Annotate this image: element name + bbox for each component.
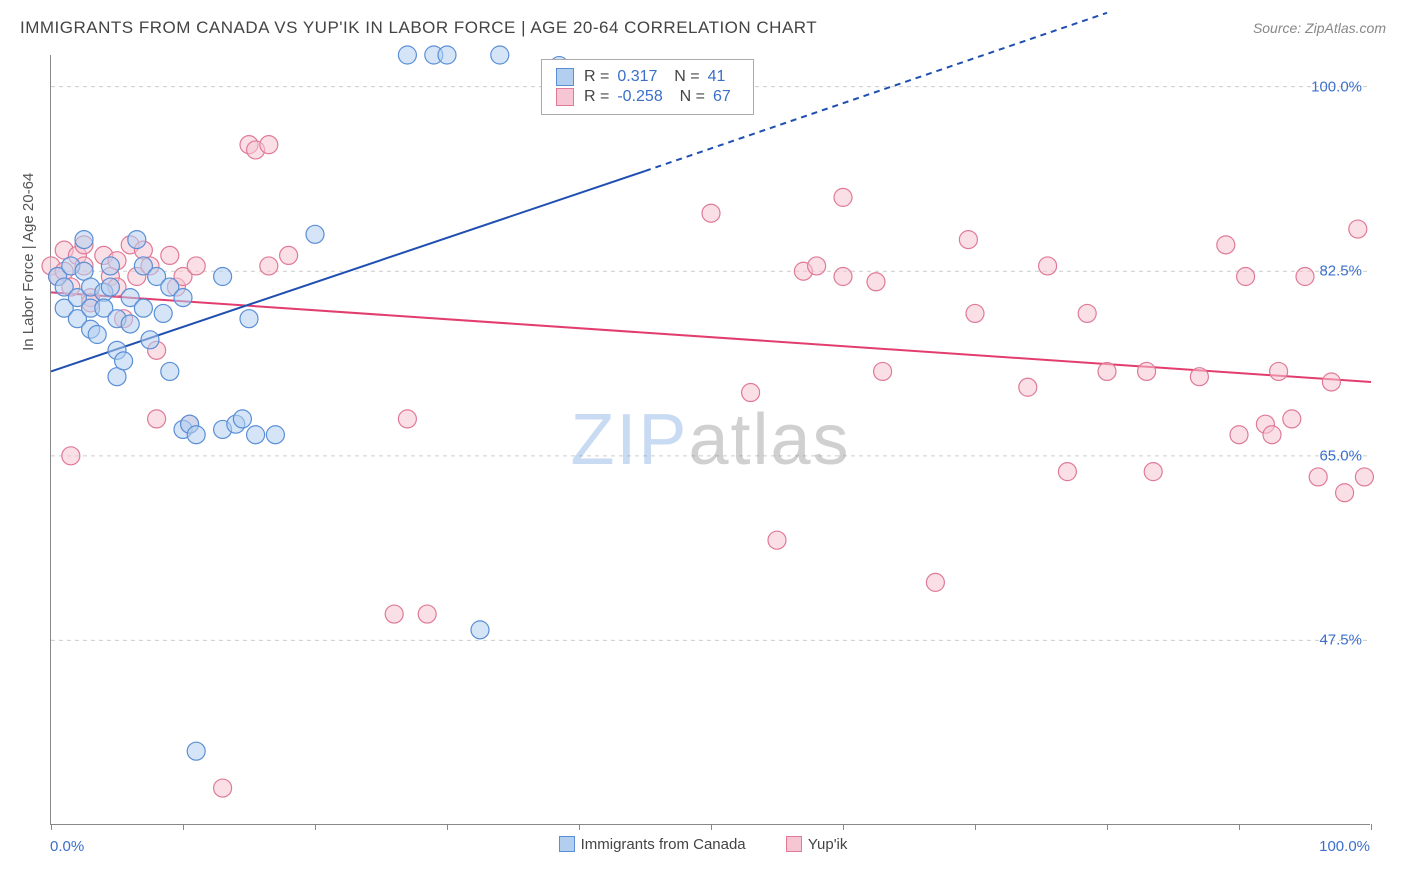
y-tick-label: 100.0% [1311, 78, 1362, 95]
x-tick [1107, 824, 1108, 830]
legend-label-2: Yup'ik [808, 836, 848, 853]
stats-legend-box: R = 0.317 N = 41 R = -0.258 N = 67 [541, 59, 754, 115]
n-value-2: 67 [713, 88, 731, 106]
r-value-2: -0.258 [617, 88, 662, 106]
x-tick [843, 824, 844, 830]
n-value-1: 41 [708, 68, 726, 86]
y-axis-title: In Labor Force | Age 20-64 [20, 173, 37, 351]
x-tick [183, 824, 184, 830]
n-label-1: N = [674, 68, 699, 86]
x-tick [51, 824, 52, 830]
x-tick [711, 824, 712, 830]
legend-bottom: Immigrants from Canada Yup'ik [0, 836, 1406, 853]
x-tick [1239, 824, 1240, 830]
source-label: Source: ZipAtlas.com [1253, 20, 1386, 36]
x-tick [447, 824, 448, 830]
r-label-2: R = [584, 88, 609, 106]
plot-area: R = 0.317 N = 41 R = -0.258 N = 67 ZIPat… [50, 55, 1370, 825]
legend-item-series1: Immigrants from Canada [559, 836, 750, 853]
x-tick [975, 824, 976, 830]
legend-label-1: Immigrants from Canada [581, 836, 746, 853]
swatch-series2 [556, 88, 574, 106]
chart-title: IMMIGRANTS FROM CANADA VS YUP'IK IN LABO… [20, 18, 817, 38]
r-label-1: R = [584, 68, 609, 86]
legend-swatch-2 [786, 836, 802, 852]
swatch-series1 [556, 68, 574, 86]
y-tick-label: 82.5% [1319, 263, 1362, 280]
x-tick [315, 824, 316, 830]
legend-item-series2: Yup'ik [786, 836, 848, 853]
stats-row-series2: R = -0.258 N = 67 [556, 88, 739, 106]
x-tick [1371, 824, 1372, 830]
y-tick-label: 47.5% [1319, 632, 1362, 649]
stats-row-series1: R = 0.317 N = 41 [556, 68, 739, 86]
r-value-1: 0.317 [617, 68, 657, 86]
legend-swatch-1 [559, 836, 575, 852]
y-tick-label: 65.0% [1319, 447, 1362, 464]
n-label-2: N = [680, 88, 705, 106]
scatter-svg [51, 55, 1370, 824]
x-tick [579, 824, 580, 830]
